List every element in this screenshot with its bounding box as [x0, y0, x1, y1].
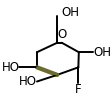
Text: HO: HO [19, 75, 37, 88]
Text: F: F [75, 83, 82, 96]
Text: OH: OH [61, 6, 79, 19]
Text: HO: HO [1, 61, 19, 74]
Text: O: O [57, 28, 66, 41]
Text: OH: OH [93, 46, 111, 59]
